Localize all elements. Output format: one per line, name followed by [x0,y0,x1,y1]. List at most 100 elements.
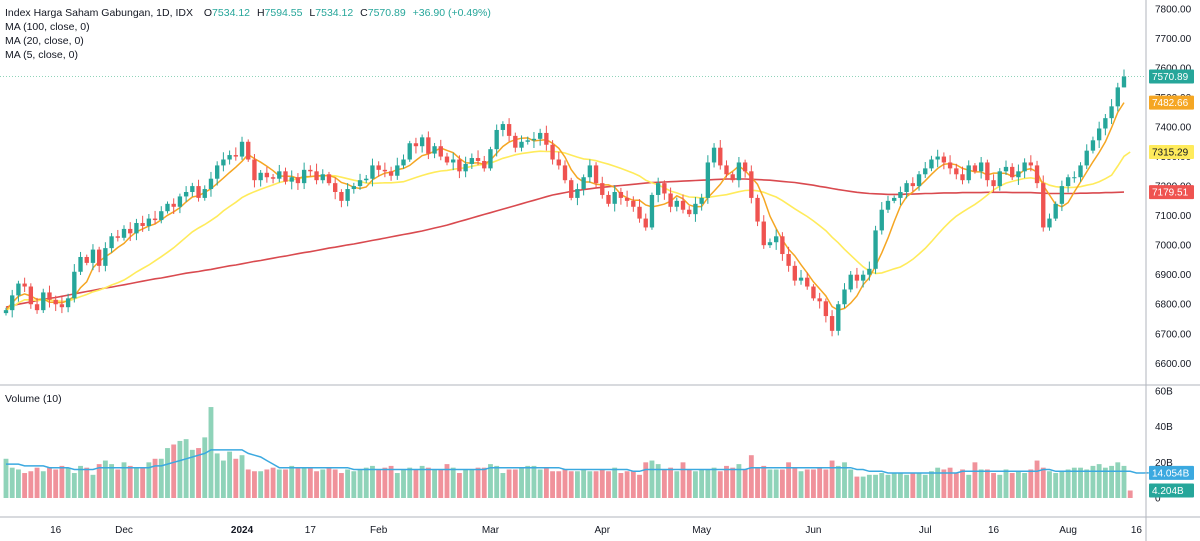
candle[interactable] [457,155,462,179]
candle[interactable] [854,267,860,289]
volume-bar[interactable] [966,474,972,498]
volume-bar[interactable] [1022,473,1028,498]
volume-bar[interactable] [786,462,792,498]
candle[interactable] [780,232,785,261]
candle[interactable] [320,169,325,184]
candle[interactable] [960,166,965,185]
candle[interactable] [314,163,319,185]
candle[interactable] [47,285,52,308]
candle[interactable] [544,125,549,151]
candle[interactable] [295,173,301,190]
volume-bar[interactable] [22,473,28,498]
volume-bar[interactable] [388,465,394,498]
candle[interactable] [867,261,872,281]
volume-bar[interactable] [276,469,282,498]
candle[interactable] [612,185,617,212]
candle[interactable] [699,193,704,211]
volume-bar[interactable] [910,473,916,498]
candle[interactable] [923,162,928,178]
candle[interactable] [401,154,406,169]
volume-bar[interactable] [394,473,400,498]
candle[interactable] [270,173,276,184]
volume-bar[interactable] [1053,473,1059,498]
candle[interactable] [904,180,909,199]
candle[interactable] [376,161,381,177]
volume-bar[interactable] [556,471,562,498]
volume-bar[interactable] [835,465,841,498]
volume-bar[interactable] [283,469,288,498]
candle[interactable] [134,218,139,241]
volume-bar[interactable] [456,473,462,498]
volume-bar[interactable] [922,474,928,498]
volume-bar[interactable] [730,467,736,498]
volume-bar[interactable] [767,469,773,498]
volume-bar[interactable] [1121,465,1127,498]
candle[interactable] [513,132,518,153]
candle[interactable] [792,261,797,286]
candle[interactable] [333,177,338,200]
candle[interactable] [898,186,903,206]
volume-bar[interactable] [1040,467,1046,498]
candle[interactable] [761,215,766,249]
volume-bar[interactable] [245,469,251,498]
candle[interactable] [413,137,419,154]
volume-bar[interactable] [1047,471,1052,498]
candle[interactable] [301,162,307,190]
volume-bar[interactable] [214,453,220,498]
volume-bar[interactable] [152,458,158,498]
volume-bar[interactable] [972,462,978,498]
ma5-legend[interactable]: MA (5, close, 0) [5,49,78,61]
volume-bar[interactable] [338,473,344,498]
candle[interactable] [289,170,294,190]
volume-bar[interactable] [301,467,307,498]
volume-bar[interactable] [997,474,1003,498]
volume-bar[interactable] [550,471,556,498]
volume-bar[interactable] [1059,471,1065,498]
candle[interactable] [929,155,934,172]
candle[interactable] [711,143,717,168]
volume-bar[interactable] [543,467,549,498]
candle[interactable] [1047,213,1052,231]
candle[interactable] [183,186,189,202]
candle[interactable] [59,297,65,314]
candle[interactable] [556,151,561,170]
volume-bar[interactable] [158,458,164,498]
candle[interactable] [892,195,897,204]
candle[interactable] [649,192,655,230]
volume-bar[interactable] [929,471,934,498]
candle[interactable] [606,191,611,207]
candle[interactable] [997,168,1002,191]
volume-bar[interactable] [860,476,866,498]
candle[interactable] [382,162,388,178]
candle[interactable] [879,202,884,235]
volume-bar[interactable] [761,465,767,498]
candle[interactable] [246,139,251,162]
volume-bar[interactable] [444,464,450,498]
candle[interactable] [767,238,773,248]
volume-bar[interactable] [1115,462,1121,498]
volume-bar[interactable] [270,467,276,498]
candle[interactable] [1109,99,1114,125]
candle[interactable] [885,195,891,213]
candle[interactable] [463,156,468,178]
candle[interactable] [1096,121,1102,148]
volume-bar[interactable] [71,473,77,498]
candle[interactable] [680,194,686,214]
candle[interactable] [283,167,288,185]
candle[interactable] [28,283,34,309]
candle[interactable] [339,189,344,208]
candle[interactable] [724,160,729,178]
volume-bar[interactable] [165,448,170,498]
volume-bar[interactable] [370,465,375,498]
volume-bar[interactable] [134,467,139,498]
candle[interactable] [506,118,512,142]
candle[interactable] [674,197,679,212]
volume-bar[interactable] [115,469,121,498]
volume-bars[interactable] [3,407,1133,498]
candle[interactable] [407,140,412,162]
volume-bar[interactable] [599,469,605,498]
candle[interactable] [1084,144,1089,170]
candle[interactable] [525,136,530,145]
candle[interactable] [432,142,437,159]
candle[interactable] [1059,180,1065,212]
